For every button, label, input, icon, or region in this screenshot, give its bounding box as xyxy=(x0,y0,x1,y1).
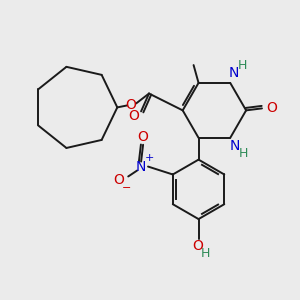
Text: O: O xyxy=(266,101,277,116)
Text: O: O xyxy=(192,239,203,253)
Text: O: O xyxy=(129,109,140,123)
Text: N: N xyxy=(229,66,239,80)
Text: O: O xyxy=(113,173,124,188)
Text: O: O xyxy=(126,98,136,112)
Text: −: − xyxy=(122,183,131,194)
Text: O: O xyxy=(138,130,148,144)
Text: H: H xyxy=(238,147,248,160)
Text: N: N xyxy=(136,160,146,174)
Text: +: + xyxy=(144,153,154,163)
Text: N: N xyxy=(230,139,240,153)
Text: H: H xyxy=(201,247,210,260)
Text: H: H xyxy=(238,58,247,72)
